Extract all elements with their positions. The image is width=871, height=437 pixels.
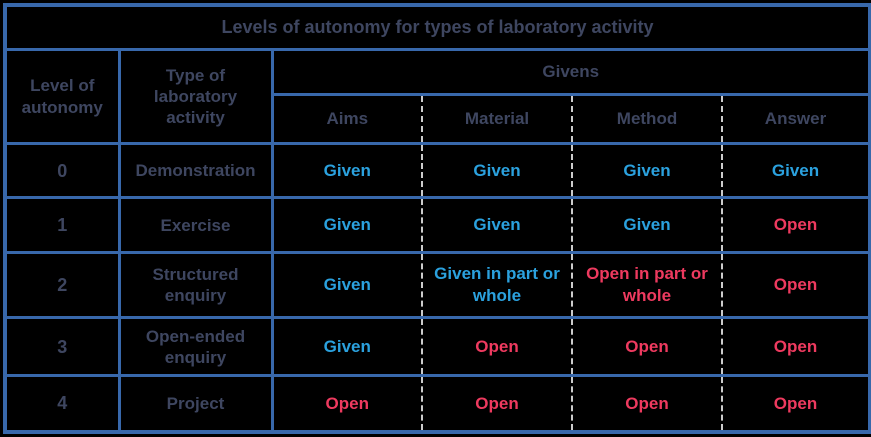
header-level-label: Level of autonomy [21, 76, 103, 117]
header-givens-label: Givens [542, 62, 600, 82]
table-title: Levels of autonomy for types of laborato… [3, 3, 871, 52]
cell-value: Given [473, 215, 521, 235]
header-aims-label: Aims [326, 109, 369, 129]
cell-material: Given [421, 196, 573, 255]
level-2-label: 2 [57, 275, 68, 296]
level-4-label: 4 [57, 393, 68, 414]
cell-value: Open [773, 336, 818, 356]
cell-value: Given [323, 160, 371, 180]
level-value: 4 [3, 374, 121, 434]
cell-value: Given [771, 160, 820, 180]
level-3-label: 3 [57, 336, 68, 357]
cell-value: Open [475, 336, 519, 356]
cell-value: Open [625, 393, 669, 413]
cell-value: Given in part or whole [434, 264, 560, 306]
level-value: 0 [3, 142, 121, 200]
cell-method: Open [571, 374, 723, 434]
header-material: Material [421, 92, 573, 146]
table-row-level-2: 2 Structured enquiry Given Given in part… [3, 251, 871, 320]
cell-value: Open [625, 336, 669, 356]
cell-answer: Open [720, 251, 871, 320]
table-row-level-4: 4 Project Open Open Open Open [3, 374, 871, 434]
cell-value: Open in part or whole [586, 264, 708, 306]
cell-value: Open [773, 215, 818, 235]
activity-value: Project [117, 374, 274, 434]
cell-value: Given [323, 215, 371, 235]
level-value: 3 [3, 316, 121, 378]
activity-project-label: Project [166, 394, 225, 414]
activity-value: Exercise [117, 196, 274, 255]
level-value: 1 [3, 196, 121, 255]
cell-method: Open [571, 316, 723, 378]
activity-value: Open-ended enquiry [117, 316, 274, 378]
cell-value: Given [323, 275, 371, 295]
cell-value: Open [475, 393, 519, 413]
cell-answer: Open [720, 374, 871, 434]
cell-method: Given [571, 142, 723, 200]
activity-structured-enquiry-label: Structured enquiry [152, 265, 239, 306]
header-method-label: Method [616, 109, 678, 129]
cell-aims: Given [270, 142, 423, 200]
level-0-label: 0 [57, 160, 68, 181]
cell-aims: Given [270, 251, 423, 320]
activity-exercise-label: Exercise [160, 215, 231, 235]
table-row-level-3: 3 Open-ended enquiry Given Open Open Ope… [3, 316, 871, 378]
activity-open-ended-enquiry-label: Open-ended enquiry [145, 326, 246, 367]
cell-answer: Open [720, 196, 871, 255]
table-title-text: Levels of autonomy for types of laborato… [221, 17, 654, 38]
header-material-label: Material [464, 109, 530, 129]
cell-value: Given [623, 160, 671, 180]
cell-answer: Open [720, 316, 871, 378]
cell-method: Open in part or whole [571, 251, 723, 320]
header-level-of-autonomy: Level of autonomy [3, 48, 121, 146]
activity-value: Demonstration [117, 142, 274, 200]
cell-value: Open [325, 393, 369, 413]
activity-demonstration-label: Demonstration [135, 161, 256, 181]
activity-value: Structured enquiry [117, 251, 274, 320]
cell-material: Open [421, 316, 573, 378]
header-row-1: Level of autonomy Type of laboratory act… [3, 48, 871, 146]
cell-material: Given in part or whole [421, 251, 573, 320]
table-row-level-0: 0 Demonstration Given Given Given Given [3, 142, 871, 200]
header-answer-label: Answer [764, 109, 827, 129]
cell-aims: Given [270, 196, 423, 255]
cell-aims: Given [270, 316, 423, 378]
cell-value: Given [473, 160, 521, 180]
cell-material: Open [421, 374, 573, 434]
header-type-of-activity: Type of laboratory activity [117, 48, 274, 146]
header-aims: Aims [270, 92, 423, 146]
cell-value: Open [773, 275, 818, 295]
title-row: Levels of autonomy for types of laborato… [3, 3, 871, 52]
cell-answer: Given [720, 142, 871, 200]
cell-material: Given [421, 142, 573, 200]
header-givens: Givens [270, 48, 871, 96]
header-activity-label: Type of laboratory activity [153, 65, 238, 128]
header-row-2: Aims Material Method Answer [5, 92, 871, 146]
cell-value: Given [323, 336, 371, 356]
table-row-level-1: 1 Exercise Given Given Given Open [3, 196, 871, 255]
cell-aims: Open [270, 374, 423, 434]
cell-method: Given [571, 196, 723, 255]
autonomy-table: Levels of autonomy for types of laborato… [3, 3, 871, 434]
level-value: 2 [3, 251, 121, 320]
cell-value: Open [773, 393, 818, 413]
cell-value: Given [623, 215, 671, 235]
level-1-label: 1 [57, 214, 68, 235]
header-answer: Answer [720, 92, 871, 146]
header-method: Method [571, 92, 723, 146]
